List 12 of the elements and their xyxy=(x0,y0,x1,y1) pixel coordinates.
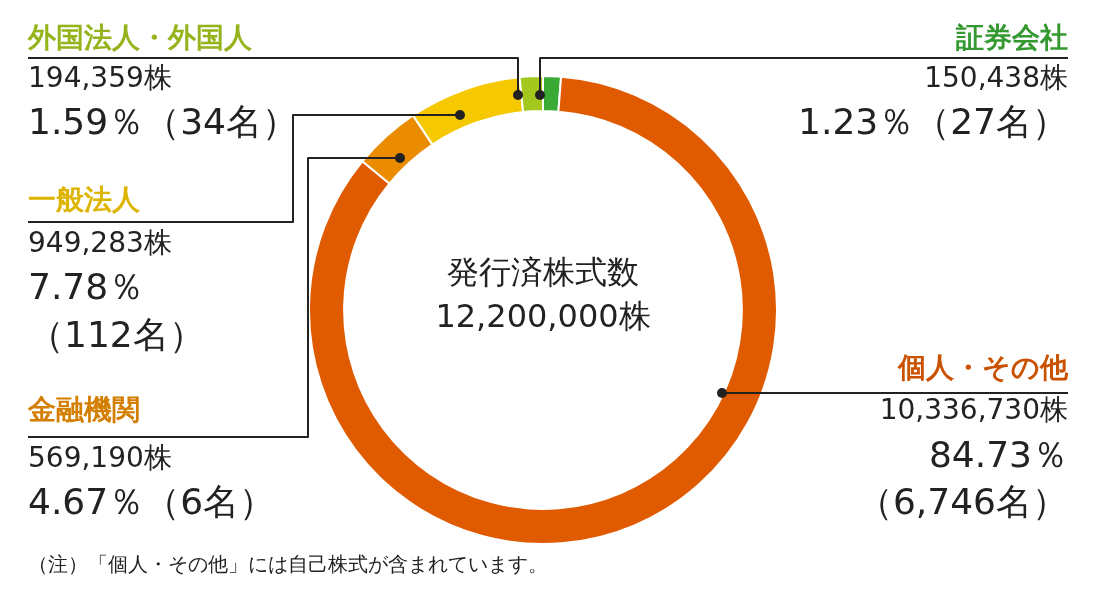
data-label: 194,359株 1.59％（34名） xyxy=(28,61,298,143)
slice-label: 一般法人 xyxy=(28,183,141,217)
data-label: 10,336,730株 84.73％（6,746名） xyxy=(856,393,1068,523)
data-label: 569,190株 4.67％（6名） xyxy=(28,441,276,523)
slice-label: 金融機関 xyxy=(27,393,140,427)
slice-label: 証券会社 xyxy=(955,21,1068,55)
data-label: 150,438株 1.23％（27名） xyxy=(798,61,1068,143)
text: （注）「個人・その他」には自己株式が含まれています。 xyxy=(28,552,548,577)
text: 発行済株式数 12,200,000株 xyxy=(435,253,651,336)
slice-label: 外国法人・外国人 xyxy=(27,21,253,55)
slice-label: 個人・その他 xyxy=(897,351,1069,385)
data-label: 949,283株 7.78％（112名） xyxy=(28,226,205,356)
